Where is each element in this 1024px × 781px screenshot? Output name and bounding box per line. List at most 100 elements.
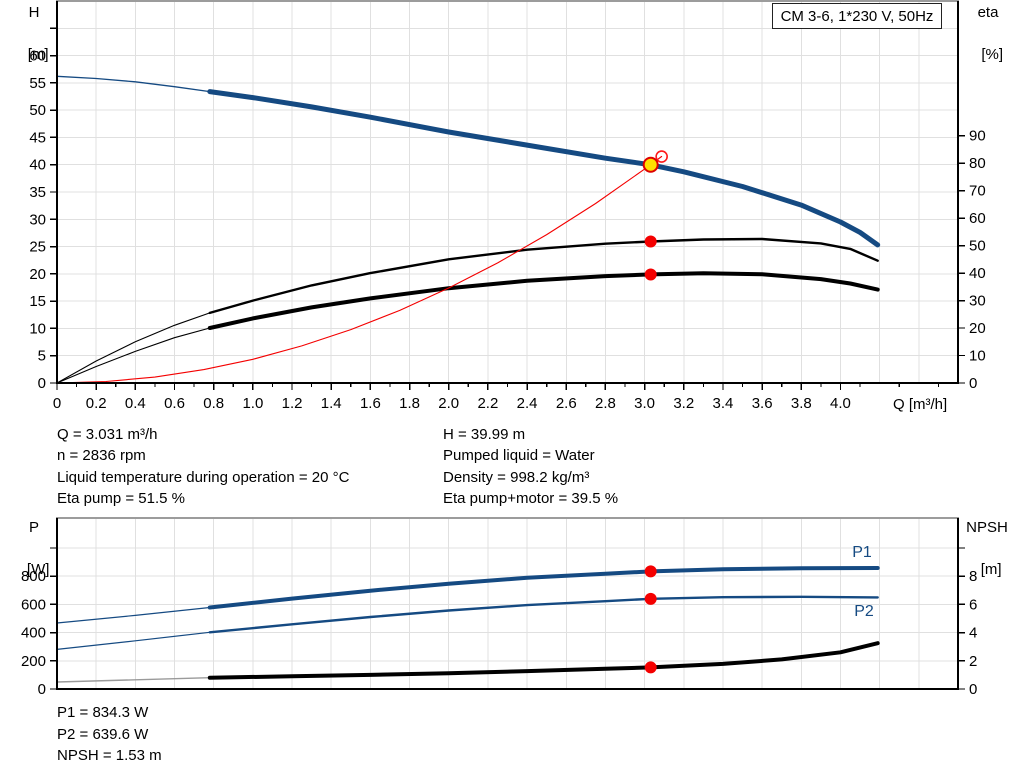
y-tick-label-right: 6 — [969, 596, 977, 613]
y-tick-label-left: 0 — [38, 681, 46, 698]
y-tick-label-left: 40 — [29, 157, 46, 174]
x-tick-label: 3.0 — [634, 395, 655, 412]
y-tick-label-left: 25 — [29, 239, 46, 256]
y-tick-label-right: 30 — [969, 293, 986, 310]
y-tick-label-left: 200 — [21, 653, 46, 670]
eta-axis-title-line2: [%] — [981, 46, 1004, 63]
y-tick-label-left: 10 — [29, 320, 46, 337]
pump-model-label: CM 3-6, 1*230 V, 50Hz — [772, 3, 942, 29]
y-tick-label-left: 35 — [29, 184, 46, 201]
y-tick-label-left: 5 — [38, 348, 46, 365]
eta-pump-motor-curve-thin — [56, 327, 211, 384]
info-speed: n = 2836 rpm — [57, 447, 146, 465]
x-tick-label: 1.8 — [399, 395, 420, 412]
p1-point[interactable] — [644, 565, 657, 578]
h-axis-title: H [m] — [12, 2, 56, 65]
y-tick-label-left: 30 — [29, 211, 46, 228]
y-tick-label-right: 8 — [969, 568, 977, 585]
npsh-axis-title-line1: NPSH — [966, 519, 1008, 536]
y-tick-label-left: 45 — [29, 129, 46, 146]
x-tick-label: 2.0 — [438, 395, 459, 412]
x-tick-label: 2.8 — [595, 395, 616, 412]
y-tick-label-left: 0 — [38, 375, 46, 392]
eta-pump-motor-curve — [207, 271, 880, 330]
x-tick-label: 2.4 — [517, 395, 538, 412]
x-tick-label: 1.6 — [360, 395, 381, 412]
h-axis-title-line1: H — [28, 4, 40, 21]
y-tick-label-right: 10 — [969, 348, 986, 365]
y-tick-label-right: 4 — [969, 625, 977, 642]
npsh-curve-thin — [56, 677, 211, 683]
eta-pump-curve — [208, 237, 879, 315]
p2-curve-thin — [56, 631, 211, 651]
x-tick-label: 0.8 — [203, 395, 224, 412]
eta-pump-point[interactable] — [644, 235, 657, 248]
x-tick-label: 3.4 — [713, 395, 734, 412]
npsh-point[interactable] — [644, 661, 657, 674]
p-axis-title-line2: [W] — [26, 561, 50, 578]
eta-pump-motor-point[interactable] — [644, 268, 657, 281]
x-tick-label: 0.2 — [86, 395, 107, 412]
info-density: Density = 998.2 kg/m³ — [443, 468, 590, 486]
result-info: P1 = 834.3 W P2 = 639.6 W NPSH = 1.53 m — [57, 702, 162, 767]
operating-point[interactable] — [642, 156, 659, 173]
duty-target-point — [655, 150, 668, 163]
result-p2: P2 = 639.6 W — [57, 725, 149, 743]
result-npsh: NPSH = 1.53 m — [57, 747, 162, 765]
y-tick-label-right: 90 — [969, 128, 986, 145]
system-curve — [56, 155, 663, 384]
y-tick-label-right: 50 — [969, 238, 986, 255]
info-pumped-liquid: Pumped liquid = Water — [443, 447, 595, 465]
info-head: H = 39.99 m — [443, 426, 526, 443]
series-label-p2: P2 — [854, 603, 874, 620]
p2-curve — [208, 595, 879, 634]
p1-curve-thin — [56, 606, 211, 624]
y-tick-label-right: 70 — [969, 183, 986, 200]
duty-info-right: H = 39.99 m Pumped liquid = Water Densit… — [443, 424, 618, 509]
eta-axis-title: eta [%] — [962, 2, 1014, 65]
y-tick-label-left: 50 — [29, 102, 46, 119]
y-tick-label-left: 600 — [21, 596, 46, 613]
eta-pump-curve-thin — [56, 312, 211, 384]
x-tick-label: 3.2 — [673, 395, 694, 412]
y-tick-label-right: 20 — [969, 320, 986, 337]
x-tick-label: 4.0 — [830, 395, 851, 412]
y-tick-label-left: 55 — [29, 75, 46, 92]
y-tick-label-left: 400 — [21, 625, 46, 642]
x-tick-label: 0.4 — [125, 395, 146, 412]
y-tick-label-left: 800 — [21, 568, 46, 585]
x-tick-label: 1.4 — [321, 395, 342, 412]
y-tick-label-left: 60 — [29, 48, 46, 65]
head-curve — [207, 89, 881, 248]
h-axis-title-line2: [m] — [27, 46, 49, 63]
y-tick-label-right: 60 — [969, 210, 986, 227]
x-tick-label: 2.2 — [477, 395, 498, 412]
y-tick-label-right: 40 — [969, 265, 986, 282]
p-axis-title-line1: P — [28, 519, 39, 536]
npsh-axis-title-line2: [m] — [980, 561, 1002, 578]
info-eta-pump: Eta pump = 51.5 % — [57, 489, 185, 507]
result-p1: P1 = 834.3 W — [57, 704, 149, 721]
q-axis-title: Q [m³/h] — [893, 396, 948, 413]
x-tick-label: 3.6 — [752, 395, 773, 412]
info-liquid-temp: Liquid temperature during operation = 20… — [57, 468, 350, 486]
hq-eta-chart[interactable]: 0 0.2 0.4 0.6 0.8 1.0 1.2 1.4 1.6 1.8 2.0 2.2 2.4 2.6… — [29, 0, 986, 412]
y-tick-label-right: 0 — [969, 375, 977, 392]
series-label-p1: P1 — [852, 544, 872, 561]
p2-point[interactable] — [644, 592, 657, 605]
head-curve-thin — [56, 75, 211, 93]
info-eta-pump-motor: Eta pump+motor = 39.5 % — [443, 489, 619, 507]
y-tick-label-right: 80 — [969, 155, 986, 172]
power-npsh-chart[interactable]: 0 200 400 600 800 0 2 4 6 8 P1 P2 — [21, 517, 977, 698]
eta-axis-title-line1: eta — [977, 4, 999, 21]
p-axis-title: P [W] — [12, 517, 56, 580]
y-tick-label-left: 20 — [29, 266, 46, 283]
npsh-curve — [207, 641, 880, 680]
y-tick-label-right: 2 — [969, 653, 977, 670]
y-tick-label-left: 15 — [29, 293, 46, 310]
x-tick-label: 1.0 — [242, 395, 263, 412]
x-tick-label: 0.6 — [164, 395, 185, 412]
npsh-axis-title: NPSH [m] — [956, 517, 1018, 580]
x-tick-label: 2.6 — [556, 395, 577, 412]
